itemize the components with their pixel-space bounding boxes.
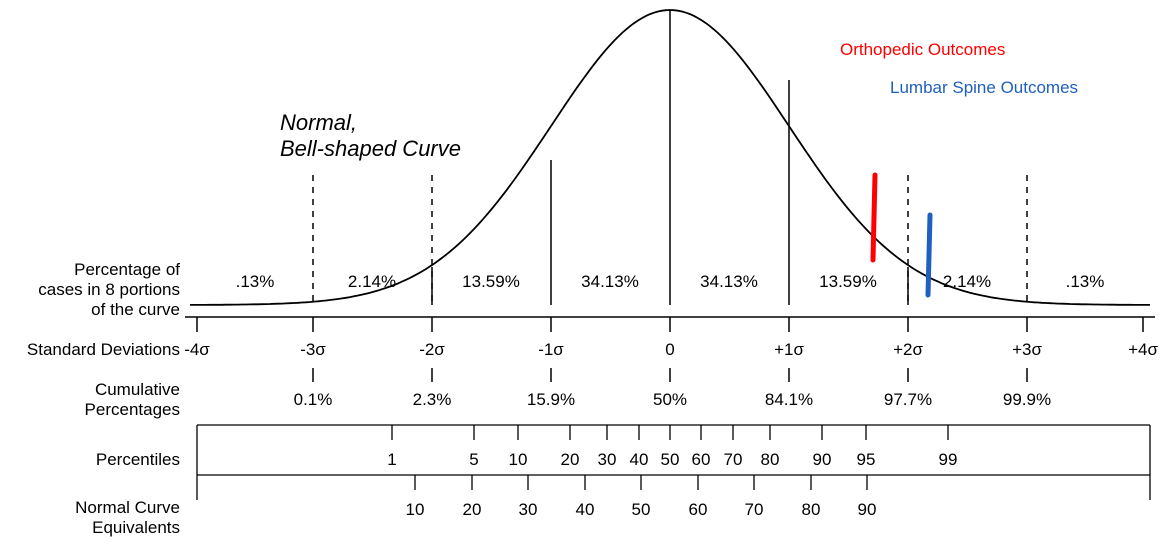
pctile-80: 80: [761, 450, 780, 470]
sd-m2: -2σ: [419, 340, 445, 360]
sd-0: 0: [665, 340, 674, 360]
cum-m3: 0.1%: [294, 390, 333, 410]
pctile-5: 5: [469, 450, 478, 470]
pct-3-4: .13%: [1066, 272, 1105, 292]
row-label-nce-2: Equivalents: [0, 518, 180, 538]
cum-3: 99.9%: [1003, 390, 1051, 410]
row-label-nce-1: Normal Curve: [0, 498, 180, 518]
pct-m4m3: .13%: [236, 272, 275, 292]
nce-20: 20: [463, 500, 482, 520]
cum-m1: 15.9%: [527, 390, 575, 410]
nce-40: 40: [576, 500, 595, 520]
pct-2-3: 2.14%: [943, 272, 991, 292]
row-label-pct-3: of the curve: [0, 300, 180, 320]
sd-p2: +2σ: [893, 340, 923, 360]
sd-p3: +3σ: [1012, 340, 1042, 360]
pctile-95: 95: [857, 450, 876, 470]
row-label-pct-2: cases in 8 portions: [0, 280, 180, 300]
pct-m2m1: 13.59%: [462, 272, 520, 292]
nce-60: 60: [689, 500, 708, 520]
nce-80: 80: [802, 500, 821, 520]
sd-m1: -1σ: [538, 340, 564, 360]
row-label-cum-1: Cumulative: [0, 380, 180, 400]
nce-10: 10: [406, 500, 425, 520]
cum-2: 97.7%: [884, 390, 932, 410]
nce-30: 30: [519, 500, 538, 520]
diagram-title-line1: Normal,: [280, 110, 357, 136]
pct-m3m2: 2.14%: [348, 272, 396, 292]
nce-90: 90: [858, 500, 877, 520]
row-label-sd: Standard Deviations: [0, 340, 180, 360]
legend-lumbar: Lumbar Spine Outcomes: [890, 78, 1078, 98]
nce-70: 70: [745, 500, 764, 520]
cum-m2: 2.3%: [413, 390, 452, 410]
pctile-20: 20: [561, 450, 580, 470]
sd-p4: +4σ: [1128, 340, 1158, 360]
row-label-pctile: Percentiles: [0, 450, 180, 470]
pctile-99: 99: [939, 450, 958, 470]
sd-m3: -3σ: [300, 340, 326, 360]
pctile-90: 90: [813, 450, 832, 470]
pctile-30: 30: [598, 450, 617, 470]
cum-1: 84.1%: [765, 390, 813, 410]
pct-0-1: 34.13%: [700, 272, 758, 292]
pctile-40: 40: [630, 450, 649, 470]
pctile-10: 10: [509, 450, 528, 470]
cum-0: 50%: [653, 390, 687, 410]
pctile-50: 50: [661, 450, 680, 470]
pct-1-2: 13.59%: [819, 272, 877, 292]
diagram-title-line2: Bell-shaped Curve: [280, 136, 461, 162]
row-label-cum-2: Percentages: [0, 400, 180, 420]
legend-ortho: Orthopedic Outcomes: [840, 40, 1005, 60]
sd-p1: +1σ: [774, 340, 804, 360]
nce-50: 50: [632, 500, 651, 520]
pctile-60: 60: [692, 450, 711, 470]
bell-curve-diagram: Normal, Bell-shaped Curve Orthopedic Out…: [0, 0, 1162, 560]
pct-m1-0: 34.13%: [581, 272, 639, 292]
sd-m4: -4σ: [184, 340, 210, 360]
pctile-70: 70: [724, 450, 743, 470]
pctile-1: 1: [387, 450, 396, 470]
row-label-pct-1: Percentage of: [0, 260, 180, 280]
